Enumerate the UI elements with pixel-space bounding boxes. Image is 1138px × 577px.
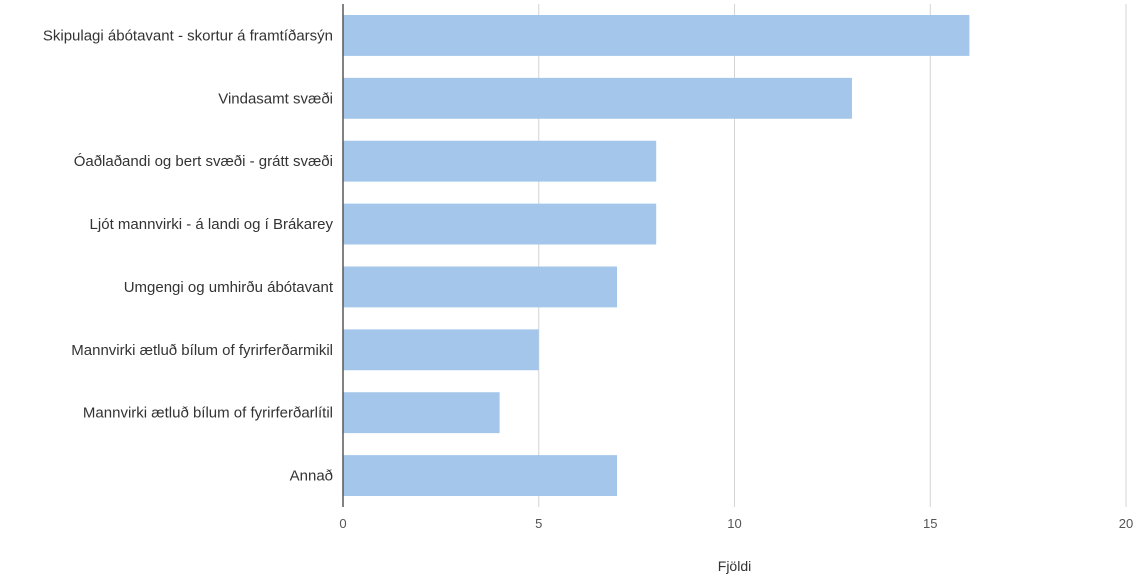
category-label: Skipulagi ábótavant - skortur á framtíða… xyxy=(43,27,333,44)
bar xyxy=(343,266,618,308)
category-labels: Skipulagi ábótavant - skortur á framtíða… xyxy=(43,27,334,484)
category-label: Umgengi og umhirðu ábótavant xyxy=(124,279,334,296)
x-tick-label: 5 xyxy=(535,516,542,531)
category-label: Mannvirki ætluð bílum of fyrirferðarmiki… xyxy=(71,342,333,359)
category-label: Ljót mannvirki - á landi og í Brákarey xyxy=(90,216,334,233)
bar xyxy=(343,392,500,434)
x-tick-label: 15 xyxy=(923,516,937,531)
bar xyxy=(343,455,618,496)
category-label: Vindasamt svæði xyxy=(218,90,333,107)
bar xyxy=(343,329,539,371)
x-tick-label: 20 xyxy=(1119,516,1133,531)
bar xyxy=(343,15,970,56)
bar xyxy=(343,140,657,182)
bar xyxy=(343,77,852,119)
category-label: Annað xyxy=(290,468,333,485)
x-tick-labels: 0 5 10 15 20 xyxy=(339,516,1133,531)
bar xyxy=(343,203,657,245)
category-label: Mannvirki ætluð bílum of fyrirferðarlíti… xyxy=(83,405,333,422)
x-tick-label: 10 xyxy=(727,516,741,531)
x-tick-label: 0 xyxy=(339,516,346,531)
x-axis-title: Fjöldi xyxy=(718,558,751,574)
bars xyxy=(343,15,970,496)
category-label: Óaðlaðandi og bert svæði - grátt svæði xyxy=(74,153,333,170)
